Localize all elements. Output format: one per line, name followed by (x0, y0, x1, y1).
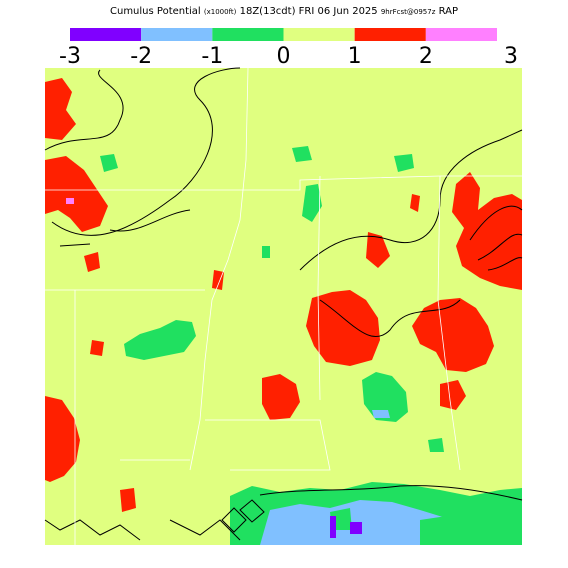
positive-areas (45, 78, 522, 512)
colorbar-bin (283, 28, 355, 41)
title-date: FRI 06 Jun 2025 (299, 6, 378, 17)
colorbar: -3 -2 -1 0 1 2 3 (59, 28, 518, 69)
colorbar-label: -1 (201, 44, 223, 69)
title-valid: 18Z(13cdt) (240, 6, 296, 17)
colorbar-label: 2 (419, 44, 433, 69)
colorbar-bin (70, 28, 142, 41)
colorbar-bin (425, 28, 497, 41)
title-units: (x1000ft) (204, 8, 237, 16)
title-model: RAP (439, 6, 458, 17)
colorbar-bin (141, 28, 213, 41)
colorbar-bin (212, 28, 284, 41)
contours (44, 67, 523, 541)
colorbar-label: -2 (130, 44, 152, 69)
negative-areas (100, 146, 522, 545)
colorbar-label: 3 (504, 44, 518, 69)
title: Cumulus Potential (x1000ft) 18Z(13cdt) F… (110, 6, 458, 17)
title-forecast: 9hrFcst@0957z (381, 8, 436, 16)
colorbar-label: -3 (59, 44, 81, 69)
state-borders (45, 67, 522, 545)
colorbar-bin (354, 28, 426, 41)
colorbar-label: 1 (348, 44, 362, 69)
map (44, 67, 523, 545)
colorbar-label: 0 (277, 44, 291, 69)
title-product: Cumulus Potential (110, 6, 201, 17)
